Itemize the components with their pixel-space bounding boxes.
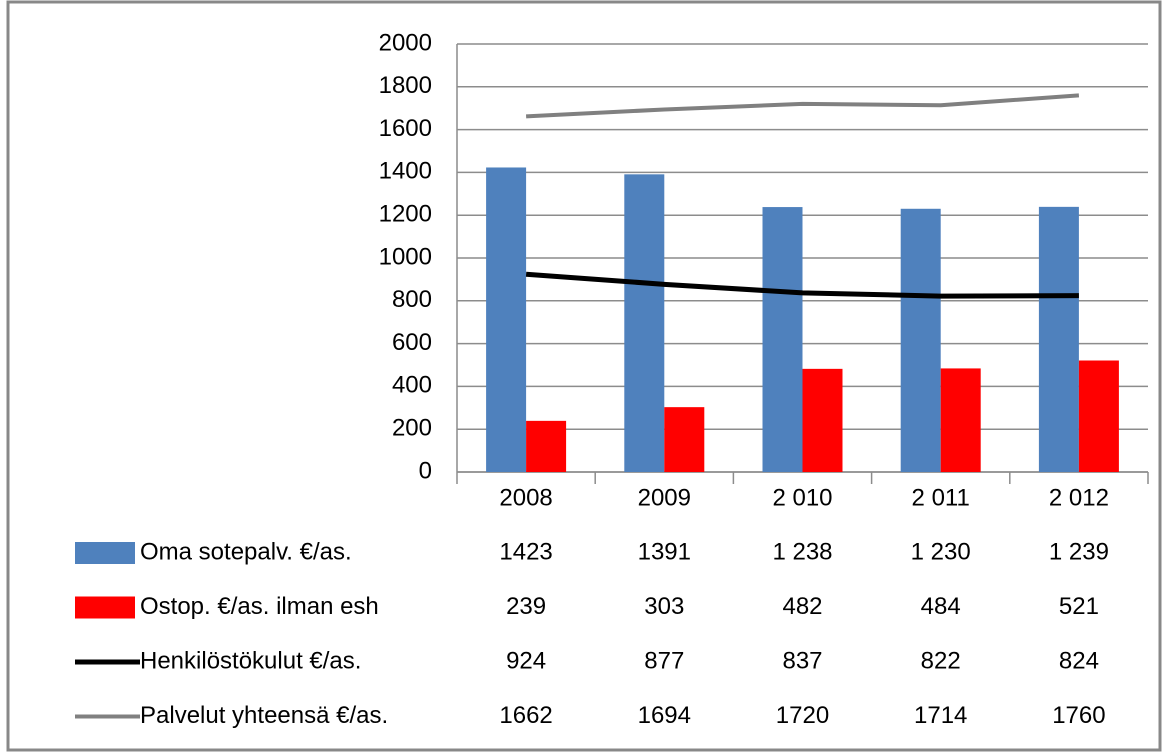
x-tick-label: 2 011 <box>912 484 970 511</box>
table-value: 1714 <box>914 702 967 729</box>
table-value: 877 <box>644 647 684 674</box>
bar <box>664 407 705 472</box>
y-tick-label: 400 <box>392 372 432 399</box>
table-value: 1 230 <box>911 538 971 565</box>
legend-label: Oma sotepalv. €/as. <box>140 538 352 565</box>
table-value: 521 <box>1059 593 1099 620</box>
y-tick-label: 2000 <box>379 29 432 56</box>
y-tick-label: 1000 <box>379 243 432 270</box>
table-value: 1423 <box>499 538 552 565</box>
table-value: 837 <box>782 647 822 674</box>
table-value: 822 <box>921 647 961 674</box>
x-tick-label: 2 010 <box>772 484 832 511</box>
legend-label: Ostop. €/as. ilman esh <box>140 593 379 620</box>
table-value: 924 <box>506 647 546 674</box>
table-value: 1391 <box>638 538 691 565</box>
x-tick-label: 2009 <box>638 484 691 511</box>
bar <box>900 208 941 472</box>
y-tick-label: 1800 <box>379 72 432 99</box>
table-value: 1694 <box>638 702 691 729</box>
y-tick-label: 200 <box>392 415 432 442</box>
x-tick-label: 2008 <box>499 484 552 511</box>
line-series <box>525 271 1079 299</box>
y-tick-label: 800 <box>392 286 432 313</box>
x-tick-label: 2 012 <box>1049 484 1109 511</box>
table-value: 482 <box>782 593 822 620</box>
table-value: 824 <box>1059 647 1099 674</box>
table-value: 1662 <box>499 702 552 729</box>
y-tick-label: 1600 <box>379 115 432 142</box>
bar <box>624 174 665 473</box>
table-value: 484 <box>921 593 961 620</box>
y-tick-label: 0 <box>419 457 432 484</box>
legend-key <box>75 542 135 564</box>
bar <box>802 368 843 472</box>
table-value: 1760 <box>1052 702 1105 729</box>
table-value: 1720 <box>776 702 829 729</box>
legend-label: Henkilöstökulut €/as. <box>140 647 361 674</box>
table-value: 303 <box>644 593 684 620</box>
legend-key <box>75 596 135 619</box>
bar <box>526 420 567 472</box>
y-tick-label: 1200 <box>379 201 432 228</box>
legend-label: Palvelut yhteensä €/as. <box>140 702 388 729</box>
table-value: 1 239 <box>1049 538 1109 565</box>
line-series <box>526 93 1080 119</box>
y-tick-label: 600 <box>392 329 432 356</box>
bar <box>486 167 527 472</box>
table-value: 239 <box>506 593 546 620</box>
table-value: 1 238 <box>772 538 832 565</box>
bar <box>1078 360 1119 472</box>
bar <box>940 368 981 472</box>
bar <box>1038 206 1079 472</box>
bar <box>762 207 803 472</box>
y-tick-label: 1400 <box>379 158 432 185</box>
